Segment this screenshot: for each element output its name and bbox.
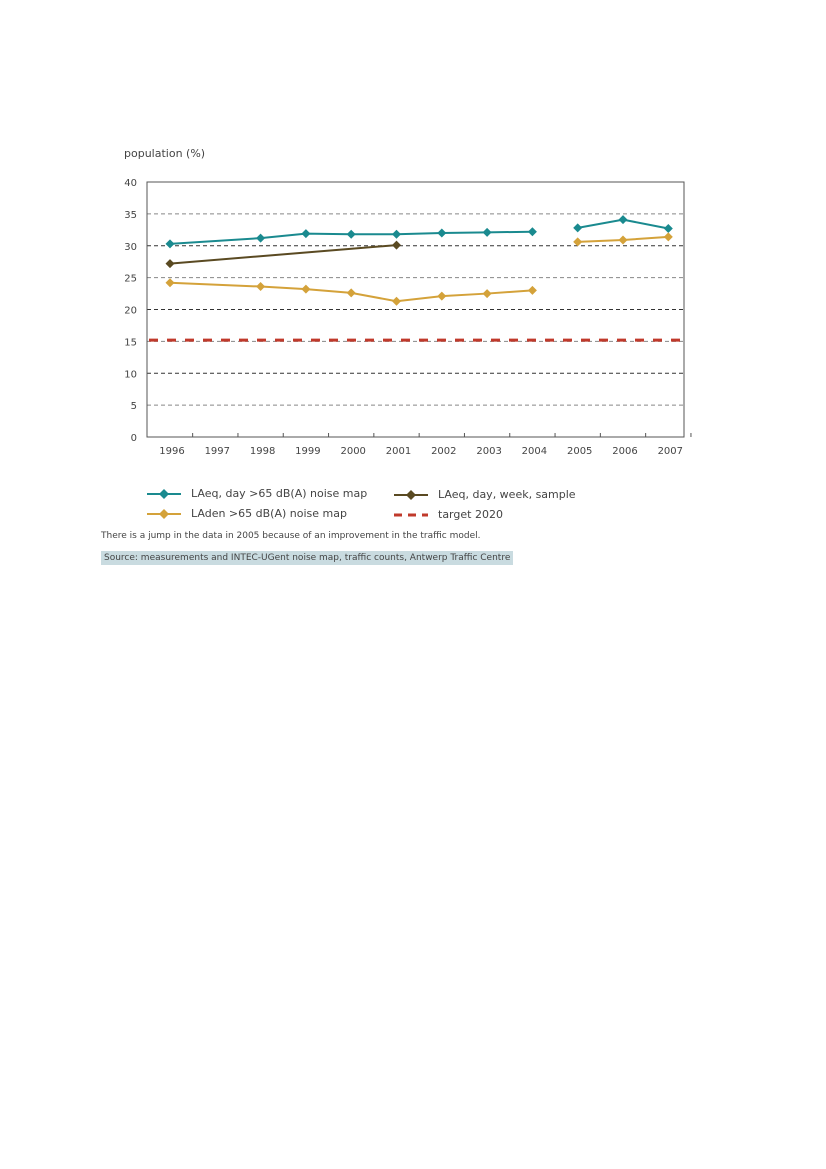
gridlines <box>147 213 684 406</box>
source-caption: Source: measurements and INTEC-UGent noi… <box>101 551 514 565</box>
series-markers <box>165 215 673 306</box>
x-tick-label: 2005 <box>567 446 592 457</box>
legend-item-target-2020: target 2020 <box>394 508 503 521</box>
legend-label-laden-noise-map: LAden >65 dB(A) noise map <box>191 507 347 520</box>
series-line-0-segment-0 <box>169 230 533 245</box>
x-tick-label: 2000 <box>340 446 365 457</box>
legend-swatch-gold <box>147 508 181 519</box>
data-point <box>392 296 401 306</box>
y-axis-label: population (%) <box>124 147 205 160</box>
data-point <box>392 229 401 239</box>
x-tick-label: 2007 <box>658 446 683 457</box>
legend-swatch-teal <box>147 488 181 499</box>
legend-swatch-red-dashed <box>394 513 428 516</box>
series-lines <box>169 218 669 303</box>
x-tick-label: 2002 <box>431 446 456 457</box>
data-point <box>618 235 628 245</box>
y-tick-label: 0 <box>131 433 137 444</box>
x-tick-label: 2003 <box>476 446 501 457</box>
data-point <box>527 227 537 237</box>
plot-frame <box>146 181 685 438</box>
data-point <box>165 239 175 249</box>
legend-item-laeq-noise-map: LAeq, day >65 dB(A) noise map <box>147 487 367 500</box>
data-point <box>301 229 311 239</box>
data-point <box>165 278 175 288</box>
data-point <box>301 284 311 294</box>
data-point <box>482 227 492 237</box>
chart-note: There is a jump in the data in 2005 beca… <box>101 531 481 541</box>
line-chart: population (%) 0 5 10 15 20 25 30 35 40 1996 1997… <box>124 147 692 457</box>
legend-item-laden-noise-map: LAden >65 dB(A) noise map <box>147 507 347 520</box>
data-point <box>573 223 583 233</box>
legend-item-laeq-sample: LAeq, day, week, sample <box>394 488 576 501</box>
x-tick-labels: 1996 1997 1998 1999 2000 2001 2002 2003 2004 2005… <box>159 433 692 457</box>
y-tick-label: 40 <box>124 178 137 189</box>
data-point <box>618 215 628 225</box>
x-tick-label: 1997 <box>205 446 230 457</box>
y-tick-labels: 0 5 10 15 20 25 30 35 40 <box>124 178 137 444</box>
y-tick-label: 25 <box>124 274 137 285</box>
data-point <box>527 285 537 295</box>
series-line-1-segment-0 <box>169 244 397 265</box>
series-line-2-segment-0 <box>169 281 533 303</box>
legend-label-laeq-noise-map: LAeq, day >65 dB(A) noise map <box>191 487 368 500</box>
x-tick-label: 2006 <box>612 446 637 457</box>
x-tick-label: 2004 <box>522 446 547 457</box>
x-tick-label: 1998 <box>250 446 275 457</box>
legend-label-laeq-sample: LAeq, day, week, sample <box>438 488 576 501</box>
legend-swatch-brown <box>394 489 428 500</box>
y-tick-label: 30 <box>124 242 137 253</box>
y-tick-label: 10 <box>124 369 137 380</box>
y-tick-label: 5 <box>131 401 137 412</box>
x-tick-label: 1999 <box>295 446 320 457</box>
y-tick-label: 35 <box>124 210 137 221</box>
data-point <box>437 228 447 238</box>
data-point <box>392 240 401 250</box>
data-point <box>256 233 266 243</box>
data-point <box>437 291 447 301</box>
y-tick-label: 20 <box>124 306 137 317</box>
x-tick-label: 2001 <box>386 446 411 457</box>
data-point <box>573 237 583 247</box>
data-point <box>346 229 356 239</box>
data-point <box>165 259 175 269</box>
legend-label-target-2020: target 2020 <box>438 508 503 521</box>
data-point <box>663 224 673 234</box>
data-point <box>663 232 673 242</box>
x-tick-label: 1996 <box>159 446 184 457</box>
data-point <box>256 282 266 292</box>
data-point <box>482 289 492 299</box>
data-point <box>346 288 356 298</box>
y-tick-label: 15 <box>124 337 137 348</box>
